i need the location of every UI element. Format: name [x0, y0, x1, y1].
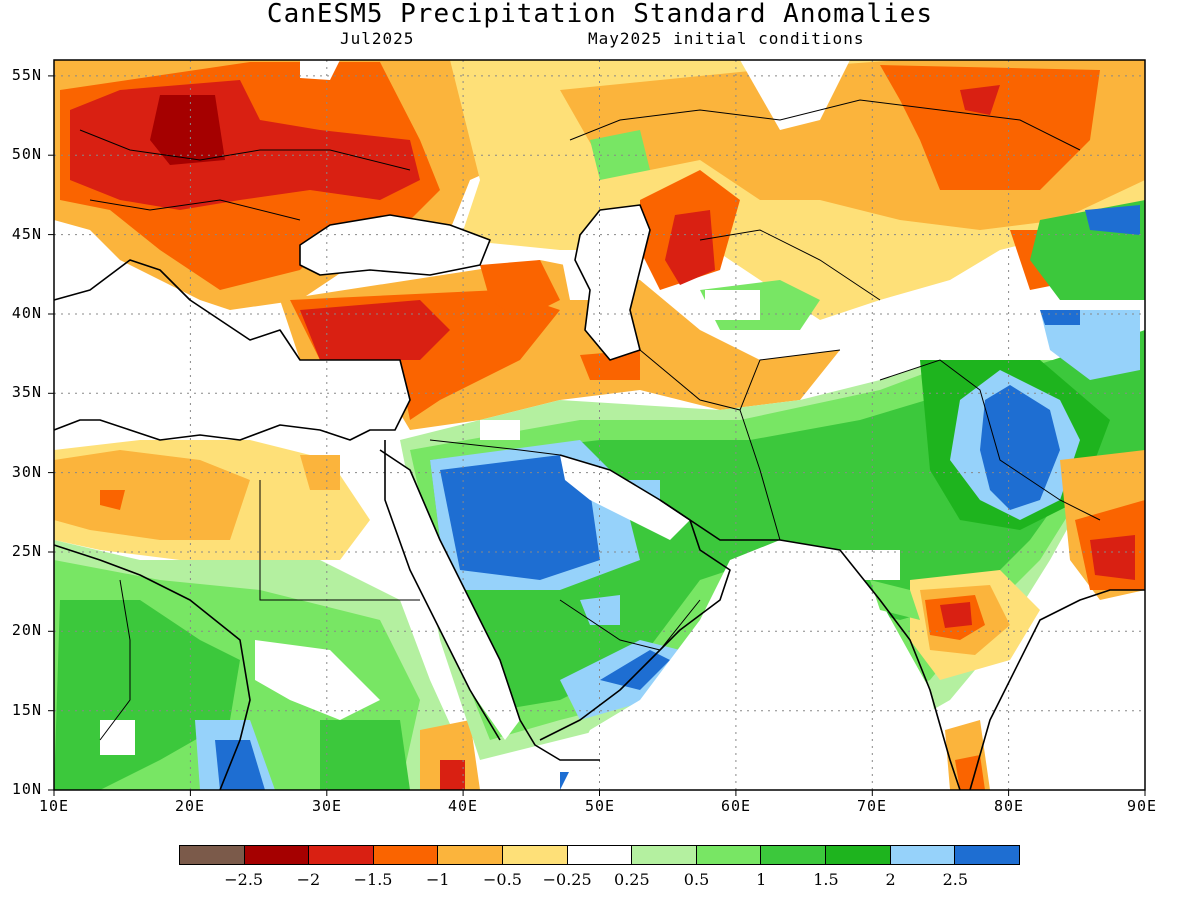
black-sea — [300, 215, 490, 275]
colorbar-label: 1.5 — [813, 870, 839, 889]
colorbar-swatch — [761, 846, 827, 864]
colorbar-swatch — [373, 846, 439, 864]
colorbar-label: 0.25 — [614, 870, 650, 889]
anomaly-libya-deeporange — [100, 490, 125, 510]
colorbar-label: 1 — [756, 870, 767, 889]
initial-conditions-label: May2025 initial conditions — [588, 29, 865, 48]
anomaly-iran-deeporange — [580, 350, 640, 380]
anomaly-yemen-lightblue — [580, 595, 620, 625]
anomaly-srilanka-deeporange — [955, 755, 985, 790]
red-sea — [380, 450, 520, 740]
lat-label: 45N — [11, 225, 42, 243]
colorbar-label: −0.25 — [542, 870, 592, 889]
lon-label: 90E — [1126, 797, 1158, 815]
lat-label: 15N — [11, 701, 42, 719]
colorbar-swatch — [955, 846, 1019, 864]
colorbar-label: −2 — [296, 870, 321, 889]
lon-label: 30E — [311, 797, 343, 815]
anomaly-ethiopia-red — [440, 760, 465, 790]
anomaly-europe-darkred — [150, 95, 225, 165]
persian-gulf — [560, 455, 690, 540]
colorbar-label: 2 — [885, 870, 896, 889]
borders — [79, 99, 1101, 741]
colorbar-swatch — [826, 846, 891, 864]
anomaly-africa-blue — [215, 740, 265, 790]
anomaly-tibet-lightblue — [1040, 310, 1140, 380]
lon-label: 60E — [720, 797, 752, 815]
lat-label: 20N — [11, 621, 42, 639]
colorbar-label: 0.5 — [683, 870, 710, 889]
anomaly-himalaya-blue — [980, 385, 1060, 510]
mediterranean-sea — [54, 290, 410, 435]
anomaly-caucasus-deeporange — [480, 260, 560, 320]
map-title: CanESM5 Precipitation Standard Anomalies — [266, 0, 934, 29]
lat-label: 10N — [11, 780, 42, 798]
anomaly-mask-4 — [480, 420, 520, 440]
lon-label: 20E — [174, 797, 206, 815]
anomaly-siberia-deeporange — [880, 65, 1100, 190]
bay-of-bengal — [990, 600, 1145, 790]
anomaly-kazakh-red — [665, 210, 715, 285]
anomaly-africa-white — [255, 640, 380, 720]
anomaly-baykal-white — [740, 60, 850, 130]
anomaly-bengal-red — [1090, 535, 1135, 580]
lat-label: 55N — [11, 66, 42, 84]
lat-label: 35N — [11, 383, 42, 401]
lon-label: 70E — [856, 797, 888, 815]
lat-label: 30N — [11, 463, 42, 481]
lon-label: 50E — [584, 797, 616, 815]
colorbar-swatch — [503, 846, 568, 864]
colorbar-label: −1.5 — [353, 870, 393, 889]
anomaly-caspian-green — [590, 130, 650, 180]
colorbar — [179, 845, 1020, 865]
colorbar-label: −1 — [425, 870, 450, 889]
colorbar-swatch — [244, 846, 310, 864]
axis-ticks — [48, 75, 1146, 796]
lat-label: 25N — [11, 542, 42, 560]
arabian-sea-green — [870, 580, 920, 620]
colorbar-swatch — [438, 846, 504, 864]
lon-label: 10E — [38, 797, 70, 815]
coastlines — [53, 204, 1145, 791]
anomaly-nchina-blue — [1085, 205, 1140, 235]
anomaly-north-white — [300, 60, 340, 80]
lat-label: 40N — [11, 304, 42, 322]
colorbar-label: −0.5 — [483, 870, 522, 889]
forecast-month: Jul2025 — [340, 29, 415, 48]
arabian-sea — [560, 540, 950, 790]
anomaly-siberia-red — [960, 85, 1000, 115]
map-grid — [54, 60, 1145, 790]
colorbar-swatch — [309, 846, 374, 864]
colorbar-label: −2.5 — [224, 870, 264, 889]
colorbar-swatch — [180, 846, 245, 864]
caspian-sea — [575, 205, 650, 360]
colorbar-swatch — [632, 846, 697, 864]
anomaly-arabia-blue — [440, 455, 600, 580]
anomaly-oman-blue — [600, 650, 670, 690]
colorbar-swatch — [890, 846, 956, 864]
colorbar-swatch — [567, 846, 633, 864]
lat-label: 50N — [11, 145, 42, 163]
colorbar-swatch — [696, 846, 762, 864]
lon-label: 80E — [993, 797, 1025, 815]
anomaly-turkey-red — [300, 300, 450, 360]
anomaly-india-red — [940, 602, 972, 628]
lon-label: 40E — [447, 797, 479, 815]
anomaly-sudan-green2 — [320, 720, 410, 790]
anomaly-tibet-blue — [1040, 310, 1080, 325]
anomaly-mask-5 — [100, 720, 135, 755]
anomaly-mask-2 — [705, 290, 760, 320]
colorbar-label: 2.5 — [942, 870, 969, 889]
